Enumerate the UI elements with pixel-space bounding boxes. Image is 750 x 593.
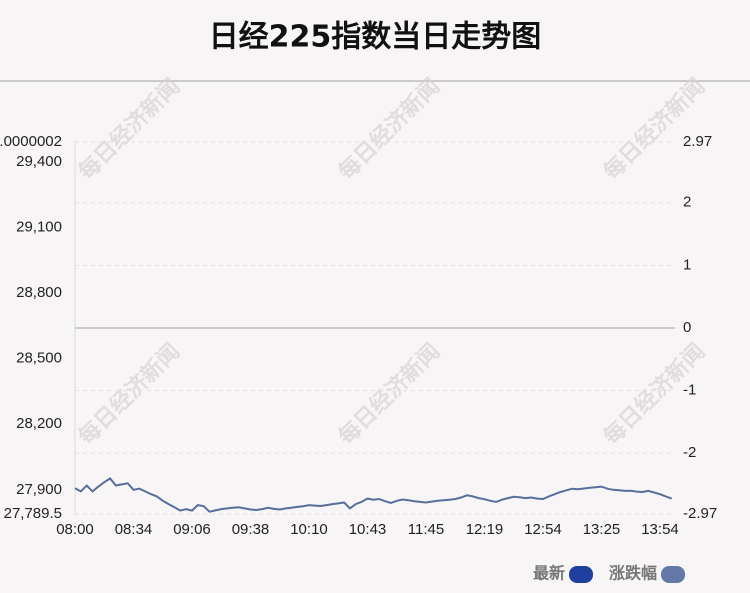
- y2-tick-label: 0: [683, 319, 691, 336]
- y-tick-label: 29,400: [16, 153, 62, 170]
- x-tick-label: 11:45: [408, 521, 444, 538]
- legend-swatch: [569, 566, 594, 583]
- y-tick-label: 29,100: [16, 218, 62, 235]
- price-line: [74, 477, 673, 513]
- y-tick-label: 28,800: [16, 284, 62, 301]
- y-tick-label: 29,491.0000002: [0, 133, 62, 150]
- x-tick-label: 12:54: [524, 521, 562, 538]
- y-tick-label: 27,900: [16, 481, 62, 498]
- y2-tick-label: 2.97: [683, 133, 712, 150]
- x-tick-label: 09:06: [173, 521, 211, 538]
- x-tick-label: 10:10: [290, 521, 328, 538]
- x-tick-label: 10:43: [349, 521, 387, 538]
- x-tick-label: 13:25: [583, 521, 621, 538]
- watermark: 每日经济新闻: [73, 73, 185, 185]
- y-tick-label: 28,500: [16, 350, 62, 367]
- y2-tick-label: 2: [683, 194, 691, 211]
- x-tick-label: 13:54: [641, 521, 679, 538]
- x-tick-label: 09:38: [232, 521, 270, 538]
- y2-tick-label: -2: [683, 444, 696, 461]
- legend-swatch: [661, 566, 686, 583]
- legend-label: 最新: [533, 564, 565, 583]
- y2-tick-label: -1: [683, 382, 696, 399]
- chart-title: 日经225指数当日走势图: [209, 20, 542, 55]
- watermark: 每日经济新闻: [598, 73, 710, 185]
- y2-tick-label: 1: [683, 256, 691, 273]
- watermark: 每日经济新闻: [333, 73, 445, 185]
- y2-tick-label: -2.97: [683, 505, 717, 522]
- legend-label: 涨跌幅: [609, 564, 657, 583]
- x-tick-label: 08:00: [56, 521, 94, 538]
- watermark: 每日经济新闻: [73, 338, 185, 450]
- x-tick-label: 12:19: [466, 521, 504, 538]
- y-tick-label: 28,200: [16, 415, 62, 432]
- x-tick-label: 08:34: [115, 521, 153, 538]
- watermark: 每日经济新闻: [333, 338, 445, 450]
- y-tick-label: 27,789.5: [4, 505, 62, 522]
